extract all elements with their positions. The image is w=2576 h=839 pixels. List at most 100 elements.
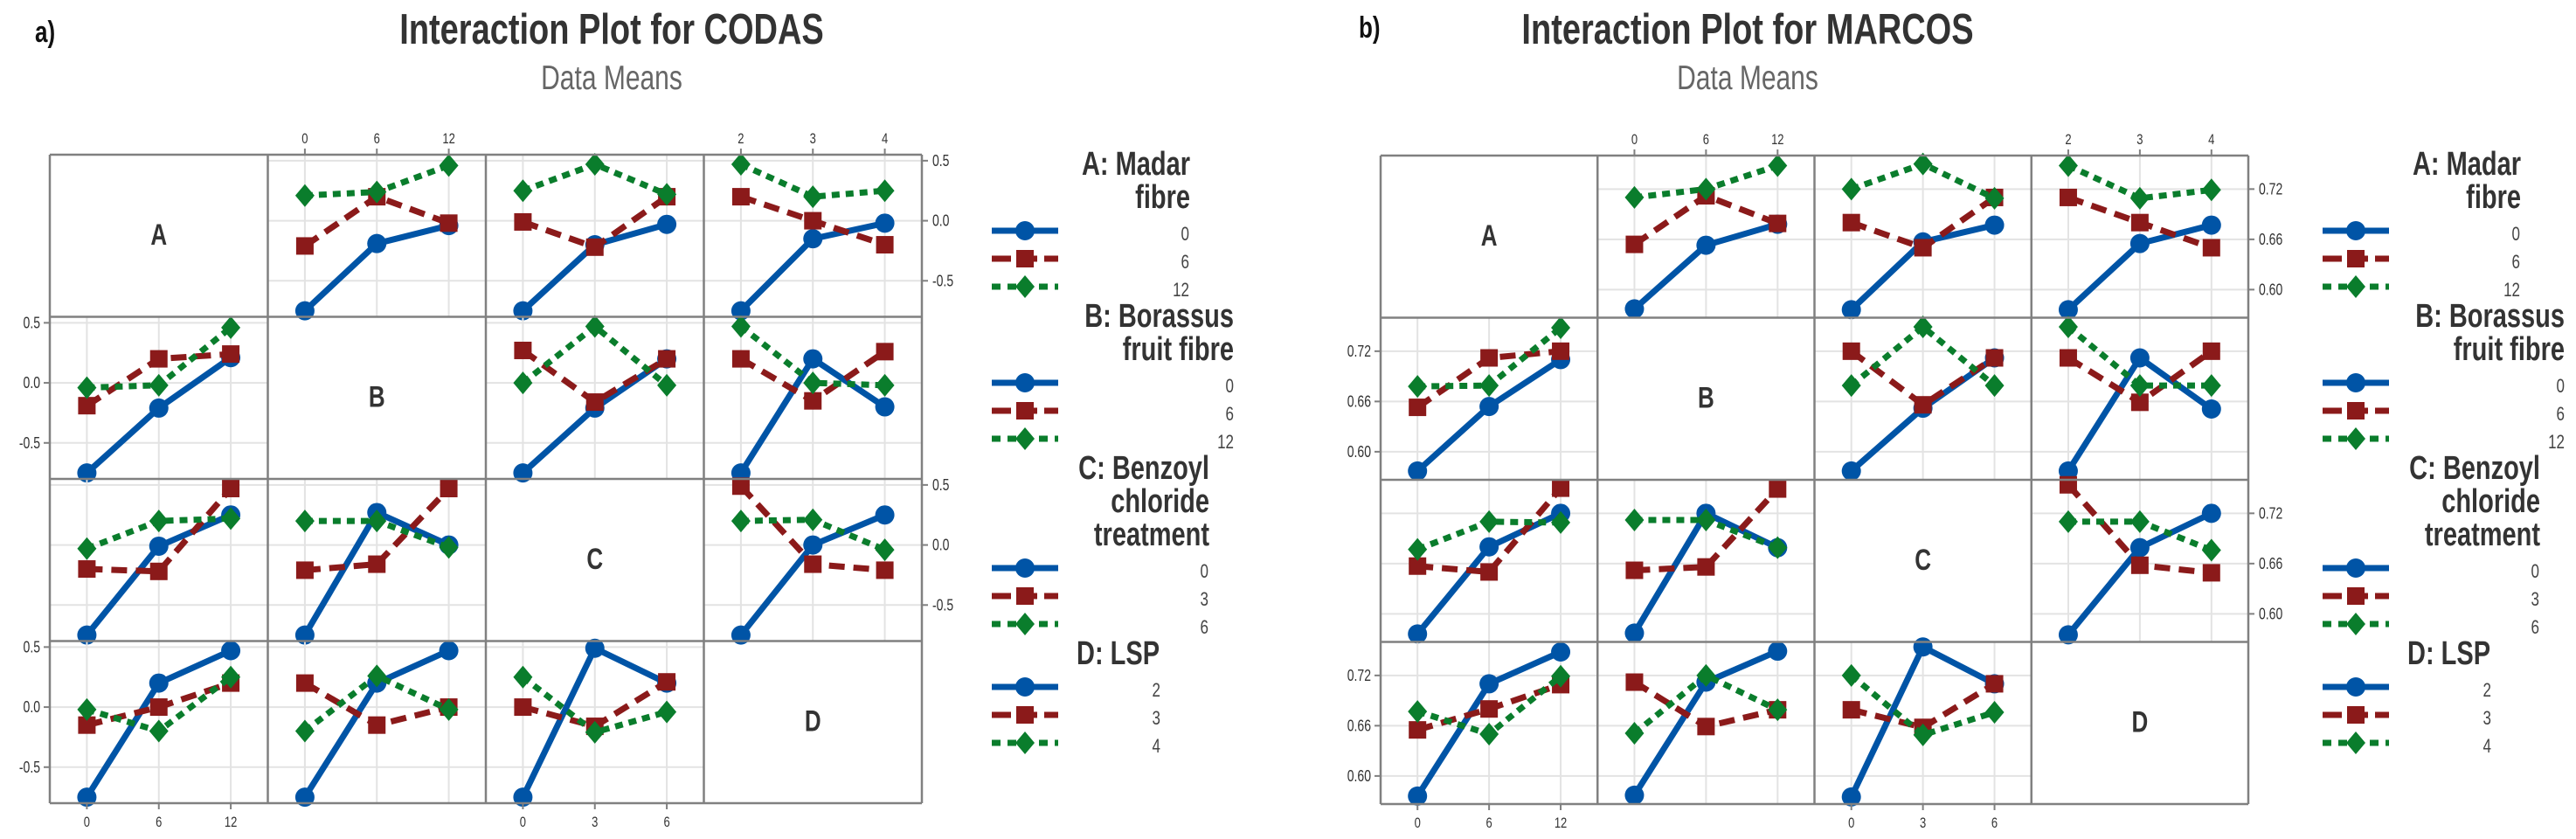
- data-point-C6-B12: [439, 536, 459, 559]
- diagonal-cell-B: B: [369, 381, 385, 413]
- data-point-C6-A0: [1408, 537, 1428, 561]
- data-point-A0-B6: [367, 233, 387, 253]
- cell-A-by-B: [1597, 154, 1815, 319]
- legend-diamond-icon: [2346, 275, 2365, 298]
- data-point-B12-A12: [1551, 316, 1571, 340]
- data-point-A6-D3: [804, 211, 822, 230]
- legend-title: treatment: [1094, 517, 1209, 552]
- factor-label: D: [805, 705, 821, 738]
- y-tick-label: 0.0: [932, 212, 949, 230]
- x-tick-label: 6: [1991, 815, 1998, 831]
- cell-D-by-B: [267, 641, 486, 808]
- data-point-D2-A6: [1479, 674, 1499, 694]
- data-point-C0-D2: [2058, 625, 2078, 645]
- x-tick-label: 0: [520, 814, 526, 830]
- y-tick-label: 0.60: [1347, 767, 1371, 785]
- diagonal-cell-C: C: [586, 544, 603, 576]
- y-tick-label: -0.5: [19, 759, 40, 776]
- series-line-B-12: [1849, 322, 1997, 388]
- data-point-B6-D4: [876, 343, 894, 361]
- factor-label: B: [1698, 382, 1714, 414]
- data-point-D4-C3: [585, 720, 605, 744]
- data-point-A12-C0: [1841, 177, 1861, 201]
- data-point-C6-D3: [2129, 510, 2150, 533]
- legend-title: D: LSP: [1077, 635, 1160, 671]
- data-point-A6-C0: [1842, 213, 1860, 232]
- y-tick-label: 0.5: [24, 315, 40, 332]
- x-tick-label: 4: [2208, 131, 2214, 148]
- data-point-D2-A12: [221, 641, 241, 661]
- data-point-D3-C6: [1985, 675, 2004, 693]
- cell-D-by-A: [50, 641, 268, 808]
- legend-level-label: 6: [1201, 617, 1208, 639]
- x-tick-label: 6: [1486, 815, 1492, 831]
- x-tick-label: 3: [1920, 815, 1926, 831]
- data-point-B6-D2: [2059, 349, 2077, 367]
- data-point-C0-D2: [731, 625, 751, 645]
- legend-square-icon: [1016, 250, 1034, 267]
- y-tick-label: -0.5: [932, 273, 953, 290]
- data-point-A12-B0: [294, 184, 315, 207]
- legend-title: C: Benzoyl: [2409, 450, 2540, 486]
- cell-A-by-D: [2031, 154, 2248, 320]
- data-point-D2-A0: [77, 787, 97, 808]
- interaction-plot-a: a) Interaction Plot for CODAS Data Means A B…: [19, 5, 1234, 830]
- x-tick-label: 2: [737, 130, 744, 147]
- data-point-C6-D2: [2058, 510, 2078, 533]
- data-point-C0-B0: [1624, 623, 1645, 643]
- data-point-D3-B6: [1697, 718, 1715, 736]
- data-point-B12-D4: [2201, 374, 2221, 398]
- data-point-D4-A6: [149, 719, 169, 743]
- data-point-A0-B0: [294, 301, 315, 321]
- legend-title: fibre: [1135, 179, 1190, 215]
- data-point-A6-B12: [1769, 214, 1787, 232]
- data-point-B6-D4: [2202, 342, 2220, 360]
- data-point-B6-A6: [1480, 349, 1499, 367]
- data-point-D2-C3: [1913, 637, 1933, 657]
- legend-level-label: 4: [2483, 736, 2491, 758]
- data-point-C6-B0: [1624, 509, 1645, 532]
- legend-circle-icon: [2346, 373, 2365, 392]
- chart-title: Interaction Plot for MARCOS: [1521, 5, 1973, 53]
- legend-level-label: 6: [2531, 617, 2539, 639]
- data-point-A12-B12: [439, 154, 459, 177]
- data-point-A6-D3: [2130, 213, 2149, 232]
- data-point-C6-A0: [77, 537, 97, 560]
- x-tick-label: 3: [2136, 131, 2143, 148]
- legend-square-icon: [1016, 402, 1034, 420]
- data-point-D2-B0: [1624, 785, 1645, 805]
- data-point-B0-C0: [1841, 461, 1861, 481]
- y-tick-label: 0.5: [932, 476, 949, 494]
- cell-D-by-C: [1814, 637, 2032, 807]
- data-point-D3-A6: [149, 698, 168, 717]
- data-point-D2-C0: [1841, 787, 1861, 807]
- data-point-D4-B0: [1624, 721, 1645, 745]
- series-line-D-4: [1632, 671, 1779, 736]
- data-point-B6-C0: [1842, 342, 1860, 360]
- legend-diamond-icon: [1015, 275, 1035, 298]
- legend-level-label: 0: [2531, 561, 2539, 583]
- data-point-A6-B0: [1625, 235, 1644, 253]
- x-tick-label: 0: [301, 130, 308, 147]
- legend-level-label: 6: [1226, 404, 1234, 426]
- data-point-D4-B12: [1768, 698, 1788, 722]
- data-point-C0-D3: [803, 535, 823, 555]
- data-point-A12-D2: [2058, 154, 2078, 177]
- legend-title: C: Benzoyl: [1078, 450, 1209, 486]
- data-point-B0-D4: [875, 397, 895, 417]
- data-point-A0-C0: [513, 301, 533, 321]
- data-point-A12-C0: [513, 179, 533, 203]
- y-tick-label: 0.60: [2259, 606, 2282, 623]
- data-point-D2-C0: [513, 787, 533, 808]
- x-tick-label: 3: [810, 130, 816, 147]
- diagonal-cell-D: D: [2131, 706, 2148, 738]
- x-tick-label: 12: [442, 130, 454, 147]
- data-point-D4-B12: [439, 697, 459, 721]
- data-point-C6-A12: [1551, 510, 1571, 534]
- data-point-C6-D4: [875, 538, 895, 562]
- legend-level-label: 12: [2503, 280, 2520, 302]
